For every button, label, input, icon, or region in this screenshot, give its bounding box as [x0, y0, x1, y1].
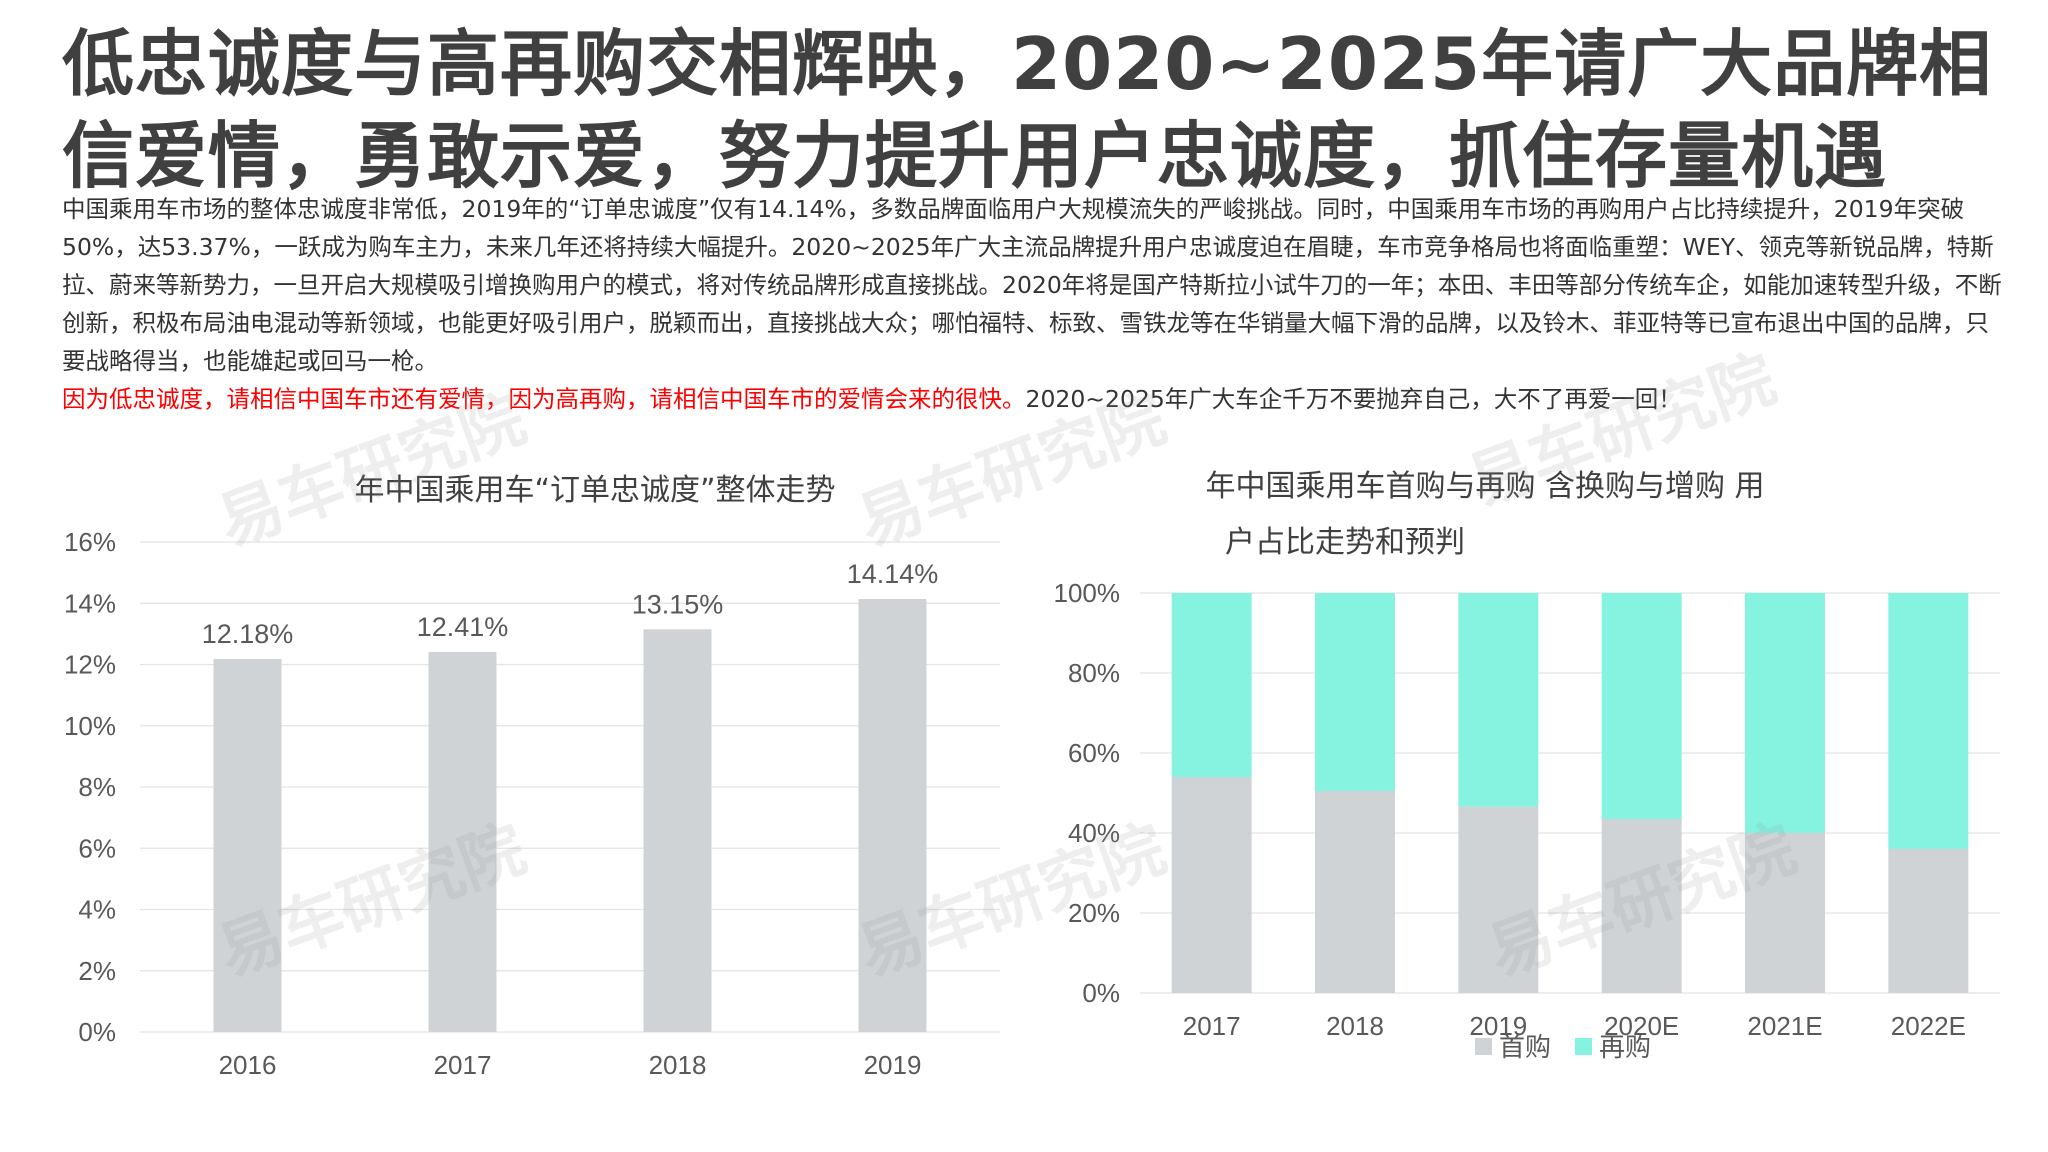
data-label: 14.14%	[847, 559, 939, 589]
legend-swatch	[1575, 1038, 1592, 1055]
conclusion-text: 2020~2025年广大车企千万不要抛弃自己，大不了再爱一回！	[1025, 385, 1682, 413]
y-tick-label: 40%	[1068, 818, 1120, 848]
legend-swatch	[1475, 1038, 1492, 1055]
y-tick-label: 100%	[1054, 578, 1121, 608]
bar-segment	[1458, 593, 1539, 807]
body-conclusion: 因为低忠诚度，请相信中国车市还有爱情，因为高再购，请相信中国车市的爱情会来的很快…	[62, 380, 2002, 418]
y-tick-label: 14%	[64, 588, 116, 618]
bar-segment	[1601, 593, 1682, 819]
bar-segment	[1458, 806, 1539, 993]
x-tick-label: 2018	[649, 1050, 707, 1080]
y-tick-label: 0%	[78, 1017, 116, 1047]
bar-segment	[1888, 849, 1969, 993]
bar-segment	[1315, 791, 1395, 993]
x-tick-label: 2017	[1183, 1011, 1241, 1041]
body-paragraph: 中国乘用车市场的整体忠诚度非常低，2019年的“订单忠诚度”仅有14.14%，多…	[62, 195, 2002, 375]
body-text: 中国乘用车市场的整体忠诚度非常低，2019年的“订单忠诚度”仅有14.14%，多…	[62, 190, 2002, 418]
bar-segment	[1888, 593, 1969, 849]
y-tick-label: 12%	[64, 650, 116, 680]
x-tick-label: 2019	[1469, 1011, 1527, 1041]
bar	[858, 598, 927, 1032]
bar-segment	[1745, 593, 1825, 833]
bar-segment	[1745, 833, 1825, 993]
chart-title: 年中国乘用车“订单忠诚度”整体走势	[354, 473, 835, 508]
bar	[428, 651, 497, 1032]
bar-segment	[1171, 593, 1252, 777]
y-tick-label: 16%	[64, 527, 116, 557]
y-tick-label: 20%	[1068, 898, 1120, 928]
bar	[643, 629, 712, 1032]
y-tick-label: 0%	[1082, 978, 1120, 1008]
bar-segment	[1315, 593, 1395, 791]
purchase-share-stacked-chart: 年中国乘用车首购与再购 含换购与增购 用户占比走势和预判 0% 20% 40% 60% 8…	[1020, 460, 2048, 1100]
y-tick-label: 8%	[78, 772, 116, 802]
data-label: 13.15%	[632, 589, 724, 619]
y-tick-label: 60%	[1068, 738, 1120, 768]
y-tick-label: 4%	[78, 895, 116, 925]
legend-label: 首购	[1499, 1033, 1551, 1063]
x-tick-label: 2021E	[1747, 1011, 1822, 1041]
x-tick-label: 2018	[1326, 1011, 1384, 1041]
x-tick-label: 2020E	[1604, 1011, 1679, 1041]
data-label: 12.41%	[417, 612, 509, 642]
bar-segment	[1601, 819, 1682, 993]
legend-label: 再购	[1599, 1033, 1651, 1063]
data-label: 12.18%	[202, 619, 294, 649]
page-title: 低忠诚度与高再购交相辉映，2020~2025年请广大品牌相信爱情，勇敢示爱，努力…	[62, 22, 1993, 198]
x-tick-label: 2019	[864, 1050, 922, 1080]
loyalty-bar-chart: 年中国乘用车“订单忠诚度”整体走势 0% 2% 4% 6% 8% 10% 12% 14% 16% 1…	[0, 460, 1020, 1100]
y-tick-label: 2%	[78, 956, 116, 986]
y-tick-label: 80%	[1068, 658, 1120, 688]
x-tick-label: 2016	[219, 1050, 277, 1080]
bar-segment	[1171, 777, 1252, 993]
loyalty-bar-chart-svg: 年中国乘用车“订单忠诚度”整体走势 0% 2% 4% 6% 8% 10% 12% 14% 16% 1…	[64, 473, 1000, 1080]
x-tick-label: 2017	[434, 1050, 492, 1080]
highlight-text: 因为低忠诚度，请相信中国车市还有爱情，因为高再购，请相信中国车市的爱情会来的很快…	[62, 385, 1026, 413]
chart-title-line-2: 户占比走势和预判	[1225, 525, 1465, 560]
y-tick-label: 6%	[78, 833, 116, 863]
y-tick-label: 10%	[64, 711, 116, 741]
bar	[213, 658, 282, 1032]
x-tick-label: 2022E	[1891, 1011, 1966, 1041]
chart-title-line-1: 年中国乘用车首购与再购 含换购与增购 用	[1205, 469, 1764, 504]
